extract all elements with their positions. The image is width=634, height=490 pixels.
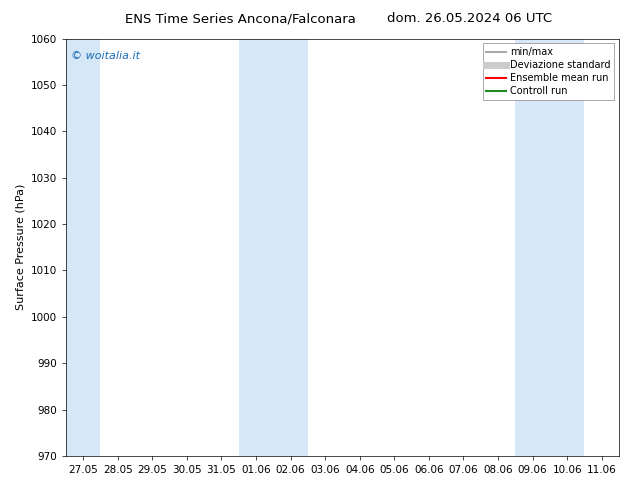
Bar bbox=[550, 39, 585, 456]
Text: dom. 26.05.2024 06 UTC: dom. 26.05.2024 06 UTC bbox=[387, 12, 552, 25]
Bar bbox=[515, 39, 550, 456]
Text: © woitalia.it: © woitalia.it bbox=[72, 51, 140, 61]
Y-axis label: Surface Pressure (hPa): Surface Pressure (hPa) bbox=[15, 184, 25, 311]
Bar bbox=[66, 39, 100, 456]
Legend: min/max, Deviazione standard, Ensemble mean run, Controll run: min/max, Deviazione standard, Ensemble m… bbox=[482, 44, 614, 100]
Text: ENS Time Series Ancona/Falconara: ENS Time Series Ancona/Falconara bbox=[126, 12, 356, 25]
Bar bbox=[273, 39, 308, 456]
Bar bbox=[238, 39, 273, 456]
